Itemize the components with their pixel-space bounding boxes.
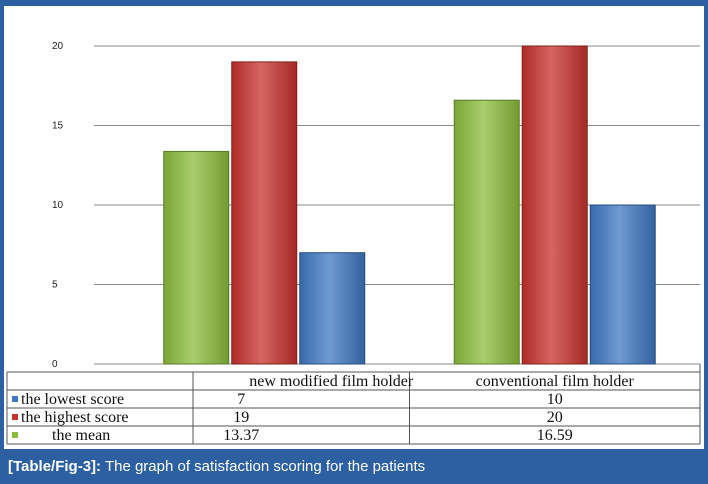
bar — [299, 252, 366, 365]
table-cell: 19 — [233, 409, 249, 426]
x-category-label: conventional film holder — [476, 373, 635, 390]
legend-swatch — [12, 396, 18, 402]
x-category-label: new modified film holder — [249, 373, 414, 390]
bar — [231, 61, 298, 365]
table-cell: 16.59 — [537, 427, 573, 444]
table-cell: 7 — [237, 391, 245, 408]
table-cell: 10 — [547, 391, 563, 408]
bar — [589, 204, 656, 365]
caption-text: The graph of satisfaction scoring for th… — [101, 458, 426, 475]
legend-swatch — [12, 414, 18, 420]
y-tick-label: 10 — [52, 200, 64, 211]
bar — [453, 99, 520, 365]
caption-label: [Table/Fig-3]: — [8, 458, 102, 475]
table-row-label: the highest score — [21, 409, 129, 426]
y-tick-label: 20 — [52, 41, 64, 52]
y-tick-label: 15 — [52, 121, 64, 132]
table-row-label: the lowest score — [21, 391, 124, 408]
legend-swatch — [12, 432, 18, 438]
y-tick-label: 0 — [52, 359, 58, 370]
y-tick-label: 5 — [52, 280, 58, 291]
bar-chart: 0 5 10 15 20 new modified film holder conventi… — [6, 41, 701, 445]
chart-panel: 0 5 10 15 20 new modified film holder conventi… — [4, 6, 704, 449]
figure-caption: [Table/Fig-3]: The graph of satisfaction… — [0, 450, 708, 484]
table-cell: 13.37 — [223, 427, 259, 444]
bar — [163, 150, 230, 365]
bar — [521, 45, 588, 365]
table-row-label: the mean — [52, 427, 110, 444]
table-cell: 20 — [547, 409, 563, 426]
